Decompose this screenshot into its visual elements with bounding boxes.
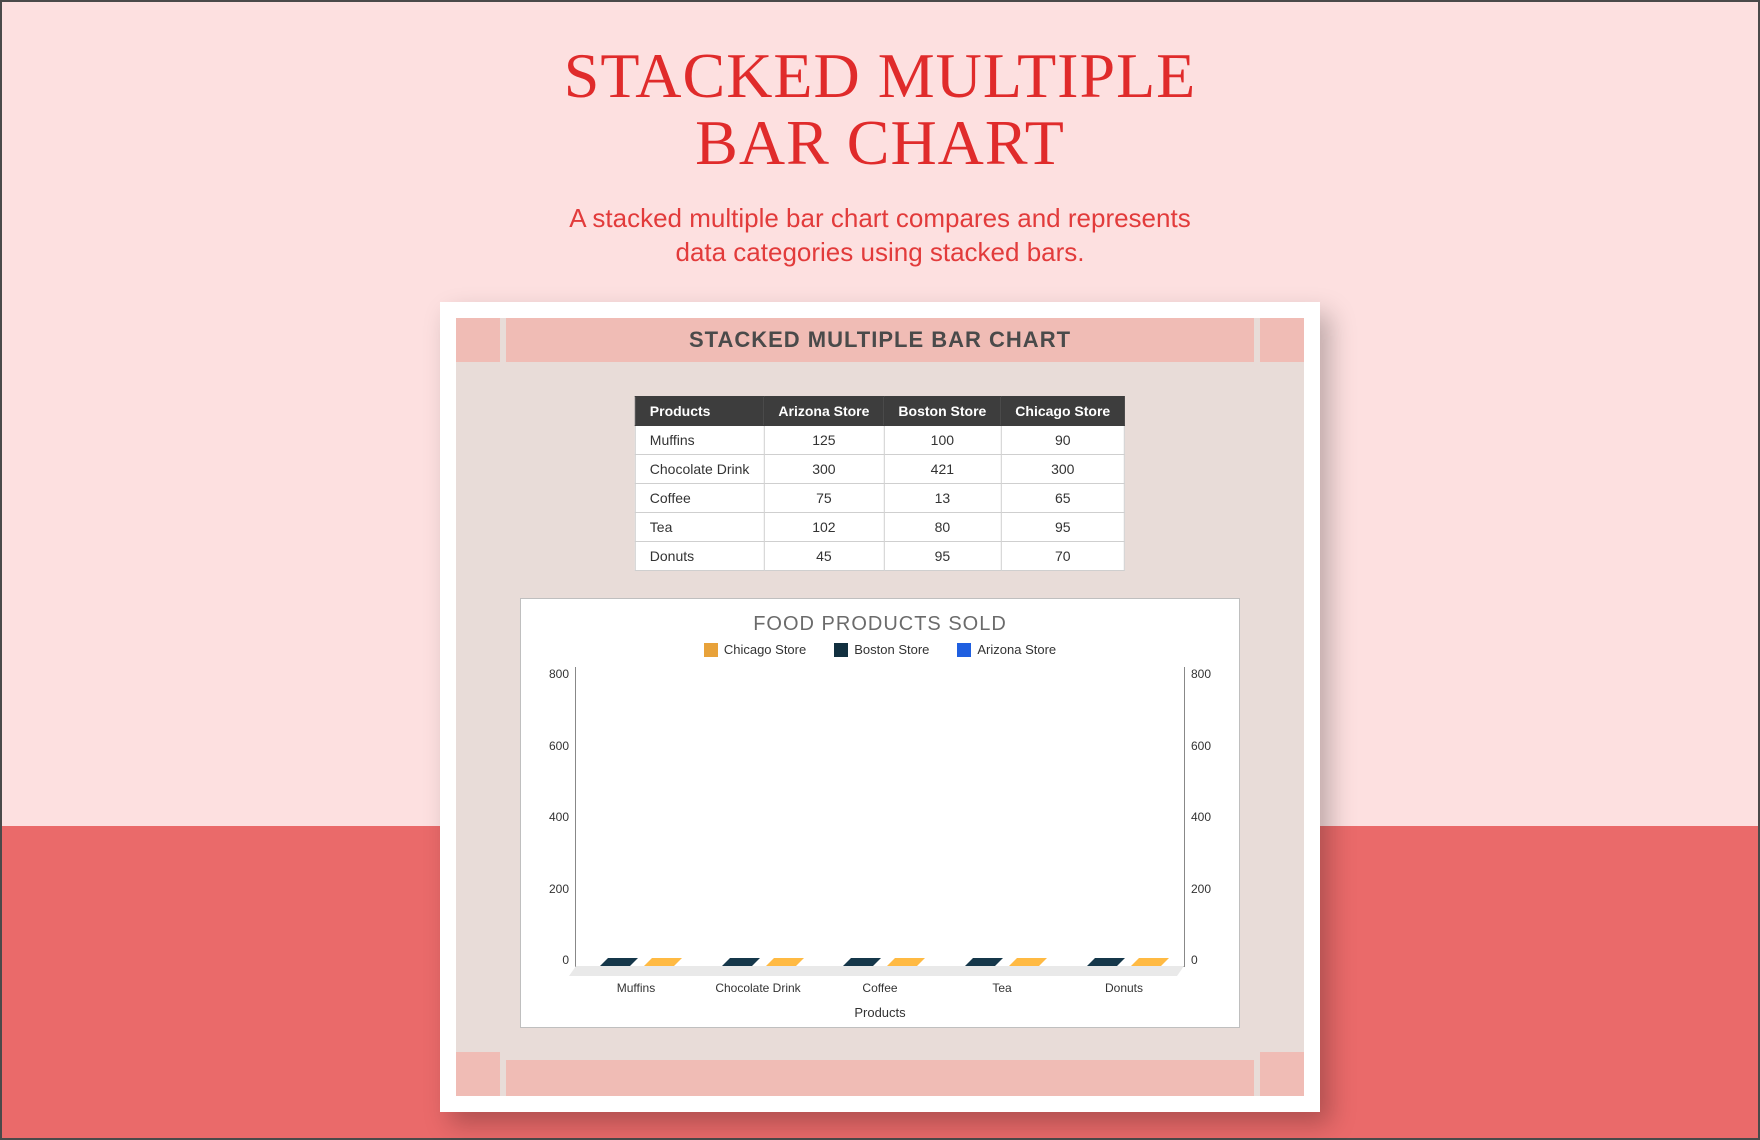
y-axis-left: 800 600 400 200 0 — [539, 667, 575, 967]
chart-legend: Chicago Store Boston Store Arizona Store — [539, 642, 1221, 657]
page-title-line2: BAR CHART — [695, 107, 1065, 178]
bar-top — [766, 958, 804, 966]
category-group — [1062, 667, 1184, 966]
bar-top — [887, 958, 925, 966]
category-group — [576, 667, 698, 966]
corner-bottom-left — [456, 1052, 500, 1096]
table-header-cell: Boston Store — [884, 397, 1001, 426]
table-cell: Donuts — [635, 542, 764, 571]
card-inner: STACKED MULTIPLE BAR CHART ProductsArizo… — [456, 318, 1304, 1096]
table-row: Muffins12510090 — [635, 426, 1124, 455]
plot-area — [575, 667, 1185, 967]
table-row: Tea1028095 — [635, 513, 1124, 542]
table-cell: 100 — [884, 426, 1001, 455]
category-group — [941, 667, 1063, 966]
page-subtitle-line1: A stacked multiple bar chart compares an… — [569, 203, 1190, 233]
page-title-line1: STACKED MULTIPLE — [564, 40, 1197, 111]
table-cell: 70 — [1001, 542, 1125, 571]
bar-top — [722, 958, 760, 966]
table-cell: Chocolate Drink — [635, 455, 764, 484]
bar-top — [1009, 958, 1047, 966]
y-tick-label: 800 — [1191, 667, 1221, 681]
table-cell: 300 — [1001, 455, 1125, 484]
bar-top — [644, 958, 682, 966]
y-tick-label: 400 — [1191, 810, 1221, 824]
table-cell: 125 — [764, 426, 884, 455]
bar-top — [843, 958, 881, 966]
y-tick-label: 200 — [1191, 882, 1221, 896]
bar-top — [965, 958, 1003, 966]
y-tick-label: 0 — [539, 953, 569, 967]
bar-top — [1087, 958, 1125, 966]
legend-swatch — [704, 643, 718, 657]
legend-label: Boston Store — [854, 642, 929, 657]
bar-top — [600, 958, 638, 966]
corner-top-left — [456, 318, 500, 362]
table-row: Chocolate Drink300421300 — [635, 455, 1124, 484]
y-tick-label: 600 — [539, 739, 569, 753]
table-cell: 421 — [884, 455, 1001, 484]
x-tick-label: Coffee — [819, 981, 941, 995]
table-row: Coffee751365 — [635, 484, 1124, 513]
table-cell: 90 — [1001, 426, 1125, 455]
y-tick-label: 600 — [1191, 739, 1221, 753]
table-body: Muffins12510090Chocolate Drink300421300C… — [635, 426, 1124, 571]
x-tick-label: Chocolate Drink — [697, 981, 819, 995]
card-footer-bar — [506, 1060, 1254, 1096]
category-group — [819, 667, 941, 966]
legend-item: Arizona Store — [957, 642, 1056, 657]
template-card: STACKED MULTIPLE BAR CHART ProductsArizo… — [440, 302, 1320, 1112]
legend-swatch — [834, 643, 848, 657]
stage: STACKED MULTIPLE BAR CHART A stacked mul… — [0, 0, 1760, 1140]
legend-label: Chicago Store — [724, 642, 806, 657]
table-cell: 65 — [1001, 484, 1125, 513]
table-cell: 95 — [884, 542, 1001, 571]
page-subtitle-line2: data categories using stacked bars. — [675, 237, 1084, 267]
table-cell: Tea — [635, 513, 764, 542]
data-table: ProductsArizona StoreBoston StoreChicago… — [635, 396, 1125, 571]
x-tick-label: Muffins — [575, 981, 697, 995]
plot-wrap: 800 600 400 200 0 800 600 400 200 0 — [539, 667, 1221, 967]
chart-panel: FOOD PRODUCTS SOLD Chicago Store Boston S… — [520, 598, 1240, 1028]
table-row: Donuts459570 — [635, 542, 1124, 571]
page-subtitle: A stacked multiple bar chart compares an… — [2, 202, 1758, 270]
y-tick-label: 400 — [539, 810, 569, 824]
table-cell: Muffins — [635, 426, 764, 455]
x-tick-label: Tea — [941, 981, 1063, 995]
y-axis-right: 800 600 400 200 0 — [1185, 667, 1221, 967]
card-title: STACKED MULTIPLE BAR CHART — [506, 318, 1254, 362]
legend-item: Boston Store — [834, 642, 929, 657]
table-head: ProductsArizona StoreBoston StoreChicago… — [635, 397, 1124, 426]
category-group — [698, 667, 820, 966]
table-header-cell: Chicago Store — [1001, 397, 1125, 426]
page-title: STACKED MULTIPLE BAR CHART — [2, 42, 1758, 176]
legend-item: Chicago Store — [704, 642, 806, 657]
bar-top — [1131, 958, 1169, 966]
y-tick-label: 0 — [1191, 953, 1221, 967]
corner-bottom-right — [1260, 1052, 1304, 1096]
table-cell: 95 — [1001, 513, 1125, 542]
table-cell: 102 — [764, 513, 884, 542]
table-cell: 13 — [884, 484, 1001, 513]
table-cell: Coffee — [635, 484, 764, 513]
chart-title: FOOD PRODUCTS SOLD — [539, 613, 1221, 636]
table-header-cell: Arizona Store — [764, 397, 884, 426]
table-cell: 75 — [764, 484, 884, 513]
plot-floor — [569, 966, 1184, 976]
corner-top-right — [1260, 318, 1304, 362]
legend-swatch — [957, 643, 971, 657]
table-cell: 80 — [884, 513, 1001, 542]
legend-label: Arizona Store — [977, 642, 1056, 657]
table-header-cell: Products — [635, 397, 764, 426]
y-tick-label: 200 — [539, 882, 569, 896]
x-category-labels: MuffinsChocolate DrinkCoffeeTeaDonuts — [575, 981, 1185, 995]
y-tick-label: 800 — [539, 667, 569, 681]
x-axis-label: Products — [539, 1005, 1221, 1020]
table-cell: 45 — [764, 542, 884, 571]
x-tick-label: Donuts — [1063, 981, 1185, 995]
table-cell: 300 — [764, 455, 884, 484]
